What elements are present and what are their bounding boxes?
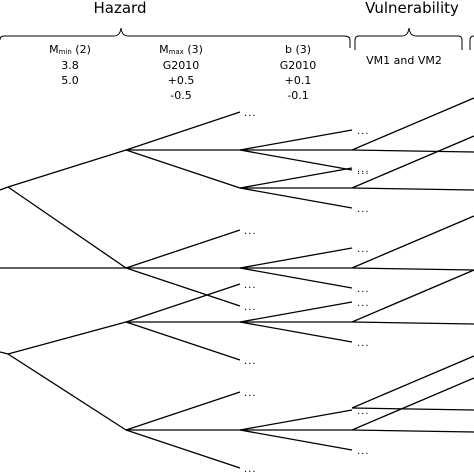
- vm-branch: [351, 187, 474, 191]
- mmax-branch: [125, 283, 241, 323]
- vm-branch: [351, 97, 474, 151]
- ellipsis: ...: [357, 166, 370, 177]
- vm-branch: [351, 377, 474, 431]
- mmax-branch: [125, 391, 241, 431]
- mmin-value-1: 3.8: [61, 59, 79, 72]
- ellipsis: ...: [244, 302, 257, 313]
- mmin-node-title: Mmin (2): [49, 43, 91, 56]
- b-branch: [239, 321, 353, 343]
- hazard-brace: [0, 27, 351, 48]
- tree-branches: [0, 97, 474, 469]
- ellipsis: ...: [357, 406, 370, 417]
- vm-branch: [351, 429, 474, 433]
- hazard-header: Hazard: [93, 0, 147, 17]
- b-node-title: b (3): [284, 43, 312, 56]
- mmin-value-2: 5.0: [61, 74, 79, 87]
- ellipsis: ...: [357, 298, 370, 309]
- mmin-branch: [7, 149, 127, 188]
- ellipsis: ...: [357, 446, 370, 457]
- b-branch: [239, 267, 353, 289]
- ellipsis: ...: [244, 226, 257, 237]
- vulnerability-brace: [354, 27, 463, 50]
- mmin-branch: [7, 321, 127, 355]
- b-branch: [239, 247, 353, 269]
- root-stub: [0, 186, 9, 191]
- mmax-branch: [125, 321, 241, 361]
- mmin-branch: [7, 186, 127, 269]
- section-braces: [0, 27, 474, 50]
- vulnerability-header: Vulnerability: [365, 0, 459, 17]
- ellipsis: ...: [244, 464, 257, 475]
- mmax-value-3: -0.5: [170, 89, 192, 102]
- b-branch: [239, 129, 353, 151]
- mmax-node-title: Mmax (3): [159, 43, 203, 56]
- mmax-value-1: G2010: [162, 59, 200, 72]
- ellipsis: ...: [244, 280, 257, 291]
- mmax-branch: [125, 111, 241, 151]
- vm-branch: [351, 149, 474, 153]
- b-value-2: +0.1: [284, 74, 312, 87]
- root-stub: [0, 351, 9, 355]
- vm-branch: [351, 215, 474, 269]
- mmin-branch: [7, 353, 127, 431]
- ellipsis: ...: [244, 356, 257, 367]
- ellipsis: ...: [357, 164, 370, 175]
- mmax-branch: [125, 149, 241, 189]
- mmax-branch: [125, 429, 241, 469]
- ellipsis: ...: [357, 204, 370, 215]
- vm-branch: [351, 269, 474, 323]
- ellipsis: ...: [357, 338, 370, 349]
- b-branch: [239, 187, 353, 209]
- mmax-branch: [125, 267, 241, 307]
- vm-branch: [351, 321, 474, 325]
- b-branch: [239, 149, 353, 171]
- vm-branch: [351, 135, 474, 189]
- ellipsis: ...: [357, 126, 370, 137]
- ellipsis: ...: [357, 244, 370, 255]
- b-value-1: G2010: [279, 59, 317, 72]
- mmax-branch: [125, 229, 241, 269]
- vm-branch: [351, 267, 474, 271]
- vm-branch: [351, 355, 474, 409]
- ellipsis: ...: [244, 388, 257, 399]
- b-branch: [239, 409, 353, 431]
- b-value-3: -0.1: [287, 89, 309, 102]
- ellipsis: ...: [357, 284, 370, 295]
- next-brace: [469, 35, 474, 50]
- mmax-value-2: +0.5: [167, 74, 195, 87]
- ellipsis: ...: [244, 108, 257, 119]
- b-branch: [239, 429, 353, 451]
- vm-node-title: VM1 and VM2: [366, 54, 442, 67]
- vm-branch: [351, 407, 474, 411]
- b-branch: [239, 301, 353, 323]
- b-branch: [239, 167, 353, 189]
